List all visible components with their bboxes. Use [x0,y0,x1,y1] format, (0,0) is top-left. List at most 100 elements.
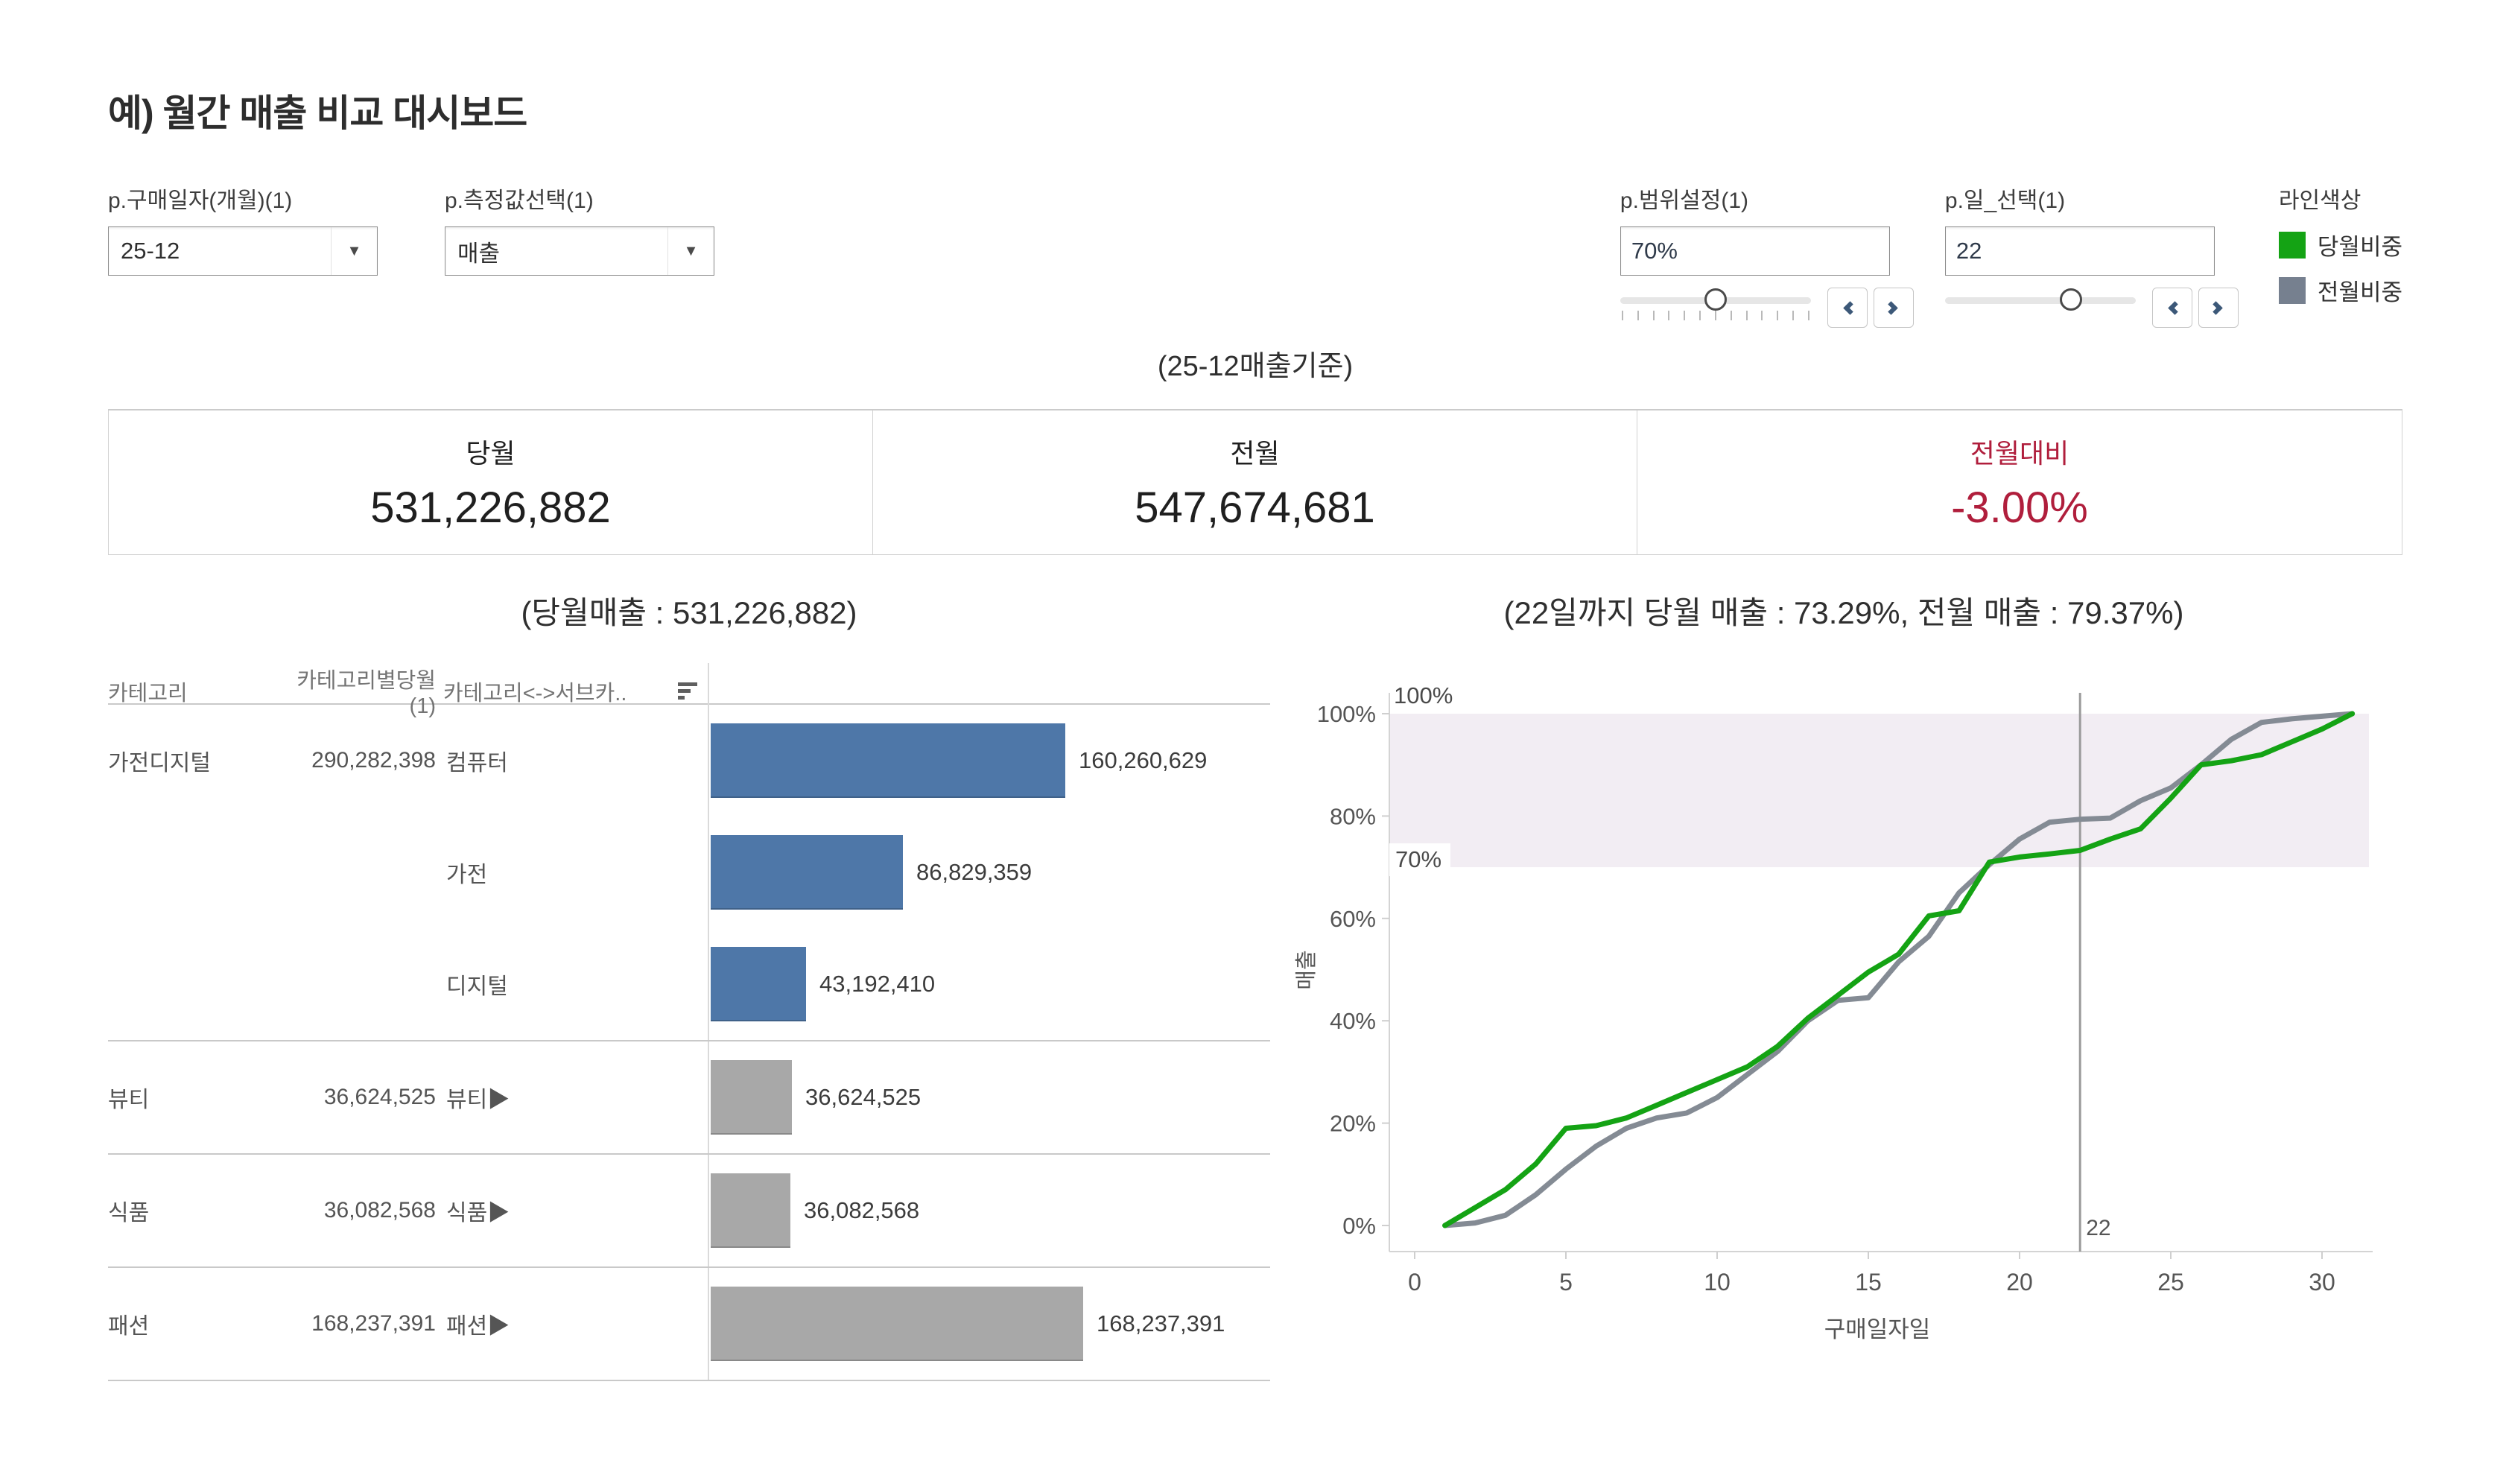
slider-knob[interactable] [1704,288,1727,311]
dropdown-arrow-icon[interactable]: ▼ [331,227,377,275]
x-tick-label: 30 [2309,1269,2335,1296]
y-tick-label: 40% [1330,1008,1376,1034]
category-total-cell [283,816,443,928]
param-measure-select-dropdown[interactable]: 매출 ▼ [445,226,714,276]
bar[interactable] [711,1287,1083,1361]
line-color-legend: 라인색상 당월비중 전월비중 [2278,182,2402,319]
bar-value-label: 36,624,525 [805,1084,922,1110]
range-next-button[interactable] [1873,288,1914,328]
kpi-month-over-month: 전월대비 -3.00% [1637,410,2402,554]
bar-cell: 36,624,525 [708,1041,1270,1153]
target-band [1389,714,2369,868]
x-tick-label: 0 [1408,1269,1421,1296]
category-cell[interactable] [108,816,283,928]
x-tick-label: 5 [1559,1269,1573,1296]
category-cell[interactable]: 가전디지털 [108,751,211,776]
bar-value-label: 43,192,410 [819,971,936,997]
current-month-swatch [2278,231,2306,259]
bar-value-label: 168,237,391 [1097,1310,1225,1336]
bar[interactable] [711,723,1065,798]
kpi-caption: (25-12매출기준) [1157,351,1354,382]
legend-item-previous-month[interactable]: 전월비중 [2278,273,2402,307]
bar[interactable] [711,947,806,1021]
bar[interactable] [711,1060,792,1135]
column-header-category[interactable]: 카테고리 [108,681,188,705]
bar[interactable] [711,1173,790,1248]
table-header: 카테고리 카테고리별당월(1) 카테고리<->서브카.. [108,663,1270,719]
range-setting-slider[interactable] [1620,288,1811,324]
subcategory-cell[interactable]: 식품▶ [446,1201,510,1225]
param-day-select: p.일_선택(1) [1944,182,2239,329]
subcategory-cell[interactable]: 디지털 [446,974,508,999]
day-next-button[interactable] [2198,288,2239,328]
band-bottom-annotation: 70% [1395,846,1441,872]
kpi-current-month: 당월 531,226,882 [109,410,873,554]
sort-descending-icon[interactable] [678,682,697,700]
category-cell[interactable]: 패션 [108,1314,150,1339]
column-header-category-total[interactable]: 카테고리별당월(1) [296,669,436,718]
x-tick-label: 10 [1704,1269,1731,1296]
day-select-input[interactable] [1945,227,2214,275]
parameter-row: p.구매일자(개월)(1) 25-12 ▼ p.측정값선택(1) 매출 ▼ p.… [108,182,2402,329]
bar[interactable] [711,835,903,910]
table-row: 디지털 43,192,410 [108,928,1270,1040]
y-tick-label: 100% [1317,701,1376,727]
day-select-input-box [1944,226,2215,276]
range-prev-button[interactable] [1827,288,1868,328]
category-cell[interactable]: 뷰티 [108,1088,150,1112]
bar-cell: 36,082,568 [708,1155,1270,1266]
y-tick-label: 60% [1330,906,1376,932]
day-select-slider[interactable] [1944,288,2136,324]
column-header-subcategory[interactable]: 카테고리<->서브카.. [443,676,708,707]
category-table: 카테고리 카테고리별당월(1) 카테고리<->서브카.. 가전디지털 290,28… [108,663,1270,1381]
table-row: 가전 86,829,359 [108,816,1270,928]
chevron-left-icon [2168,300,2182,315]
page-title: 예) 월간 매출 비교 대시보드 [108,92,527,134]
day-reference-label: 22 [2086,1216,2110,1240]
current-month-line[interactable] [1442,711,2356,1228]
category-bar-section: (당월매출 : 531,226,882) 카테고리 카테고리별당월(1) 카테고… [108,588,1270,1471]
x-tick-label: 15 [1855,1269,1882,1296]
subcategory-cell[interactable]: 뷰티▶ [446,1088,510,1112]
param-purchase-month-label: p.구매일자(개월)(1) [108,188,293,213]
line-section-title: (22일까지 당월 매출 : 73.29%, 전월 매출 : 79.37%) [1503,595,2184,630]
kpi-label: 당월 [466,438,516,469]
param-measure-select: p.측정값선택(1) 매출 ▼ [445,182,714,276]
slider-track[interactable] [1944,297,2136,304]
y-axis-label: 매출 [1294,950,1319,989]
subcategory-cell[interactable]: 컴퓨터 [446,751,508,776]
slider-knob[interactable] [2059,288,2082,311]
day-prev-button[interactable] [2151,288,2192,328]
category-group: 패션 168,237,391 패션▶ 168,237,391 [108,1268,1270,1381]
y-tick-label: 0% [1342,1213,1376,1239]
param-range-setting: p.범위설정(1) [1620,182,1914,329]
chevron-left-icon [1843,300,1857,315]
x-tick-label: 25 [2157,1269,2184,1296]
band-bottom-chip [1389,843,1450,877]
table-row: 패션 168,237,391 패션▶ 168,237,391 [108,1268,1270,1380]
x-tick-label: 20 [2006,1269,2033,1296]
param-purchase-month-select[interactable]: 25-12 ▼ [108,226,378,276]
param-range-setting-label: p.범위설정(1) [1620,188,1748,213]
param-purchase-month-value: 25-12 [121,238,180,264]
x-axis-label: 구매일자일 [1824,1316,1931,1342]
category-cell[interactable]: 식품 [108,1201,150,1225]
category-group: 가전디지털 290,282,398 컴퓨터 160,260,629 가전 86,829,3… [108,705,1270,1041]
subcategory-cell[interactable]: 가전 [446,863,488,887]
category-total-cell: 290,282,398 [311,748,436,773]
cumulative-line-section: (22일까지 당월 매출 : 73.29%, 전월 매출 : 79.37%) 0… [1285,588,2402,1471]
legend-label: 당월비중 [2317,234,2402,260]
kpi-label: 전월 [1230,438,1280,469]
main-content: (당월매출 : 531,226,882) 카테고리 카테고리별당월(1) 카테고… [108,588,2402,1471]
category-cell[interactable] [108,928,283,1040]
bar-cell: 43,192,410 [708,928,1270,1040]
bar-value-label: 160,260,629 [1079,747,1208,773]
legend-item-current-month[interactable]: 당월비중 [2278,228,2402,261]
legend-label: 전월비중 [2317,279,2402,305]
subcategory-cell[interactable]: 패션▶ [446,1314,510,1339]
kpi-value: -3.00% [1951,483,2088,532]
dropdown-arrow-icon[interactable]: ▼ [667,227,714,275]
range-setting-input[interactable] [1620,227,1889,275]
bar-value-label: 36,082,568 [804,1197,920,1223]
table-body: 가전디지털 290,282,398 컴퓨터 160,260,629 가전 86,829,3… [108,705,1270,1381]
